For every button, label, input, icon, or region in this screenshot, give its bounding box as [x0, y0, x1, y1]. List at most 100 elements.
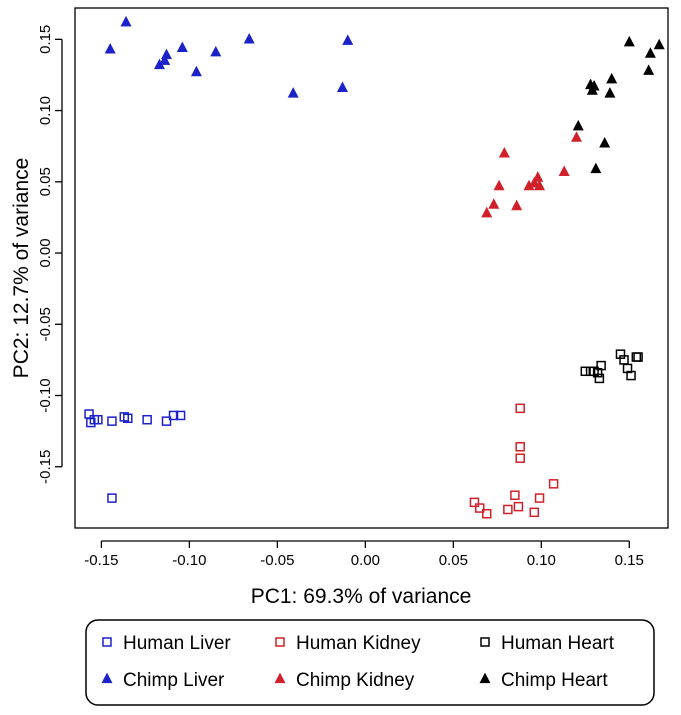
point-human-kidney	[503, 504, 513, 515]
point-chimp-liver	[190, 65, 202, 77]
point-human-kidney	[482, 509, 492, 519]
series-chimp-heart	[572, 35, 665, 174]
point-chimp-heart	[644, 47, 656, 58]
series-chimp-liver	[104, 15, 354, 98]
legend-label-human-heart: Human Heart	[501, 633, 615, 654]
plot-area-frame	[74, 7, 669, 529]
point-chimp-liver	[176, 41, 188, 53]
y-tick-label: 0.15	[37, 25, 54, 54]
legend: Human Liver Human Kidney Human Heart Chimp …	[85, 619, 655, 706]
series-human-liver	[84, 409, 186, 503]
point-human-liver	[161, 416, 172, 426]
point-chimp-kidney	[558, 165, 570, 176]
point-chimp-liver	[161, 48, 172, 60]
point-human-heart	[580, 366, 591, 377]
legend-marker-chimp-kidney	[274, 672, 286, 684]
y-axis: -0.15 -0.10 -0.05 0.00 0.05 0.10 0.15	[37, 25, 63, 484]
point-chimp-liver	[342, 34, 354, 45]
point-chimp-kidney	[528, 176, 540, 188]
point-chimp-heart	[590, 162, 602, 174]
point-human-liver	[168, 410, 179, 421]
y-tick-label: -0.15	[37, 450, 54, 484]
point-chimp-kidney	[534, 179, 546, 191]
point-human-kidney	[474, 503, 485, 513]
point-chimp-kidney	[571, 131, 582, 142]
point-chimp-heart	[572, 119, 584, 131]
point-human-kidney	[529, 507, 540, 518]
point-chimp-kidney	[511, 199, 523, 211]
x-tick-label: 0.10	[527, 552, 556, 569]
point-human-liver	[93, 414, 103, 425]
point-human-kidney	[515, 442, 525, 452]
legend-entry-human-liver: Human Liver	[102, 633, 231, 654]
legend-entry-chimp-kidney: Chimp Kidney	[274, 670, 415, 691]
point-human-kidney	[515, 453, 525, 463]
point-human-heart	[626, 370, 636, 381]
point-human-heart	[633, 352, 643, 362]
point-chimp-heart	[643, 64, 655, 75]
legend-box	[85, 619, 655, 706]
legend-label-human-kidney: Human Kidney	[296, 633, 421, 654]
legend-entry-human-kidney: Human Kidney	[275, 633, 421, 654]
point-human-liver	[175, 410, 186, 421]
x-tick-label: -0.05	[260, 552, 294, 569]
point-chimp-kidney	[481, 206, 493, 218]
point-human-liver	[84, 409, 94, 419]
legend-label-chimp-kidney: Chimp Kidney	[296, 670, 415, 691]
point-chimp-heart	[588, 80, 600, 91]
point-human-liver	[107, 493, 117, 503]
point-chimp-heart	[599, 136, 611, 148]
point-human-liver	[107, 416, 117, 426]
legend-entry-chimp-heart: Chimp Heart	[479, 670, 608, 691]
point-chimp-kidney	[498, 146, 510, 158]
point-human-liver	[142, 414, 152, 425]
series-human-heart	[580, 349, 643, 384]
point-chimp-heart	[623, 35, 635, 47]
legend-entry-human-heart: Human Heart	[480, 633, 615, 654]
point-chimp-heart	[653, 38, 665, 50]
point-chimp-kidney	[493, 179, 505, 191]
x-axis: -0.15 -0.10 -0.05 0.00 0.05 0.10 0.15	[84, 540, 644, 569]
legend-marker-chimp-liver	[101, 672, 113, 684]
series-human-kidney	[469, 403, 559, 519]
y-tick-label: 0.05	[37, 167, 54, 196]
legend-entry-chimp-liver: Chimp Liver	[101, 670, 225, 691]
point-human-kidney	[515, 403, 525, 414]
point-chimp-liver	[287, 87, 299, 98]
legend-marker-human-kidney	[275, 637, 285, 647]
point-chimp-liver	[159, 54, 171, 65]
x-tick-label: 0.05	[439, 552, 468, 569]
point-human-heart	[596, 360, 606, 371]
point-human-kidney	[469, 497, 480, 508]
y-tick-label: -0.10	[37, 378, 54, 412]
data-points	[84, 15, 665, 519]
y-tick-label: -0.05	[37, 307, 54, 341]
point-chimp-kidney	[488, 198, 500, 209]
point-human-kidney	[510, 490, 520, 500]
point-chimp-heart	[604, 87, 616, 98]
point-chimp-liver	[120, 15, 132, 27]
legend-label-chimp-liver: Chimp Liver	[123, 670, 225, 691]
legend-label-chimp-heart: Chimp Heart	[501, 670, 608, 691]
legend-marker-human-liver	[102, 637, 112, 647]
point-human-liver	[123, 413, 133, 424]
point-chimp-liver	[104, 42, 116, 54]
x-axis-title: PC1: 69.3% of variance	[251, 585, 472, 608]
point-chimp-kidney	[532, 171, 544, 182]
point-human-kidney	[513, 501, 524, 512]
point-chimp-liver	[336, 81, 348, 92]
x-tick-label: -0.15	[84, 552, 118, 569]
series-chimp-kidney	[481, 131, 582, 218]
legend-marker-chimp-heart	[479, 672, 491, 684]
point-human-kidney	[548, 479, 559, 489]
point-human-kidney	[534, 493, 545, 503]
legend-marker-human-heart	[480, 637, 490, 647]
y-tick-label: 0.00	[37, 238, 54, 267]
x-tick-label: 0.00	[351, 552, 380, 569]
point-chimp-liver	[210, 45, 222, 57]
point-chimp-liver	[243, 32, 255, 44]
legend-label-human-liver: Human Liver	[123, 633, 231, 654]
y-axis-title: PC2: 12.7% of variance	[10, 158, 33, 379]
point-chimp-heart	[606, 72, 618, 84]
